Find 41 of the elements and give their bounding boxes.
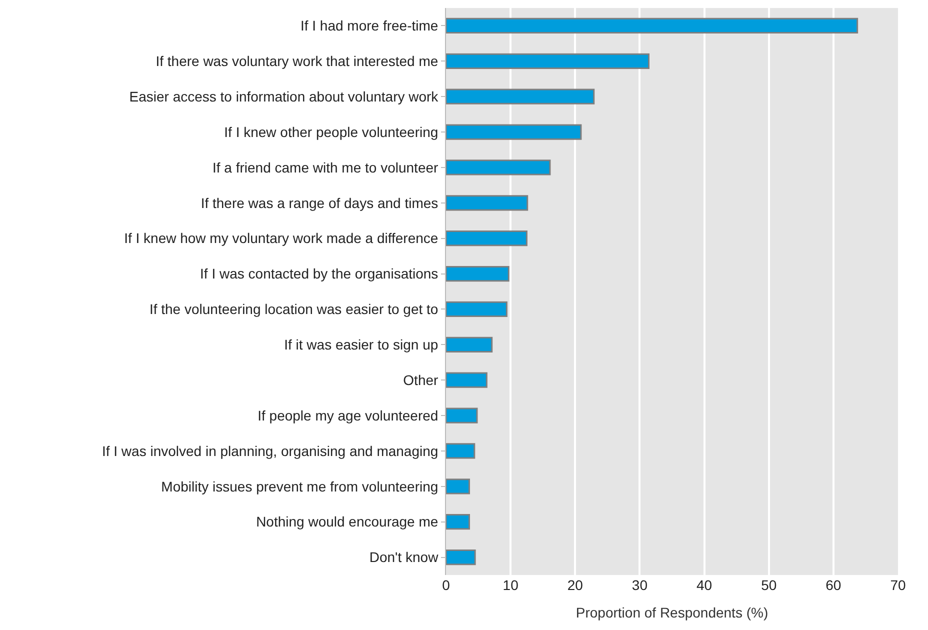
bar bbox=[446, 266, 510, 282]
bar bbox=[446, 549, 476, 566]
bar bbox=[446, 160, 551, 176]
bar bbox=[446, 408, 478, 424]
y-tick-label: If the volunteering location was easier to get to bbox=[149, 301, 438, 318]
x-tick-label: 60 bbox=[826, 577, 842, 593]
x-axis-title: Proportion of Respondents (%) bbox=[576, 604, 768, 620]
y-tick-label: If there was voluntary work that interested me bbox=[156, 53, 438, 70]
y-tick-label: If there was a range of days and times bbox=[200, 194, 438, 211]
x-tick-label: 20 bbox=[567, 577, 584, 593]
y-tick-label: If I had more free-time bbox=[300, 18, 438, 34]
bar bbox=[446, 18, 858, 34]
bar bbox=[446, 514, 470, 530]
x-tick-label: 10 bbox=[502, 577, 519, 593]
bar bbox=[446, 372, 488, 388]
x-tick-label: 70 bbox=[890, 577, 906, 593]
y-tick-label: If people my age volunteered bbox=[258, 407, 438, 424]
x-tick-label: 40 bbox=[696, 577, 712, 593]
y-tick-label: Easier access to information about voluntary work bbox=[129, 88, 440, 104]
y-tick-label: If I was involved in planning, organising and managing bbox=[102, 442, 438, 459]
bar bbox=[446, 88, 595, 104]
bar bbox=[446, 230, 528, 246]
y-tick-label: Don't know bbox=[369, 549, 440, 566]
bar bbox=[446, 301, 508, 318]
y-tick-label: Nothing would encourage me bbox=[256, 514, 438, 530]
y-tick-label: Other bbox=[403, 372, 439, 388]
y-tick-label: If it was easier to sign up bbox=[284, 336, 438, 353]
x-tick-label: 30 bbox=[632, 577, 648, 593]
x-tick-label: 0 bbox=[442, 577, 450, 593]
y-tick-label: If I knew other people volunteering bbox=[224, 124, 438, 140]
bar bbox=[446, 478, 470, 494]
y-tick-label: If I was contacted by the organisations bbox=[200, 266, 438, 282]
bar bbox=[446, 443, 476, 459]
bar bbox=[446, 124, 582, 140]
y-tick-label: If I knew how my voluntary work made a difference bbox=[124, 230, 438, 246]
y-tick-label: If a friend came with me to volunteer bbox=[212, 159, 439, 176]
y-tick-label: Mobility issues prevent me from volunteering bbox=[161, 478, 438, 494]
bar bbox=[446, 336, 493, 352]
bar bbox=[446, 195, 528, 211]
bar bbox=[446, 53, 650, 69]
x-tick-label: 50 bbox=[761, 577, 777, 593]
